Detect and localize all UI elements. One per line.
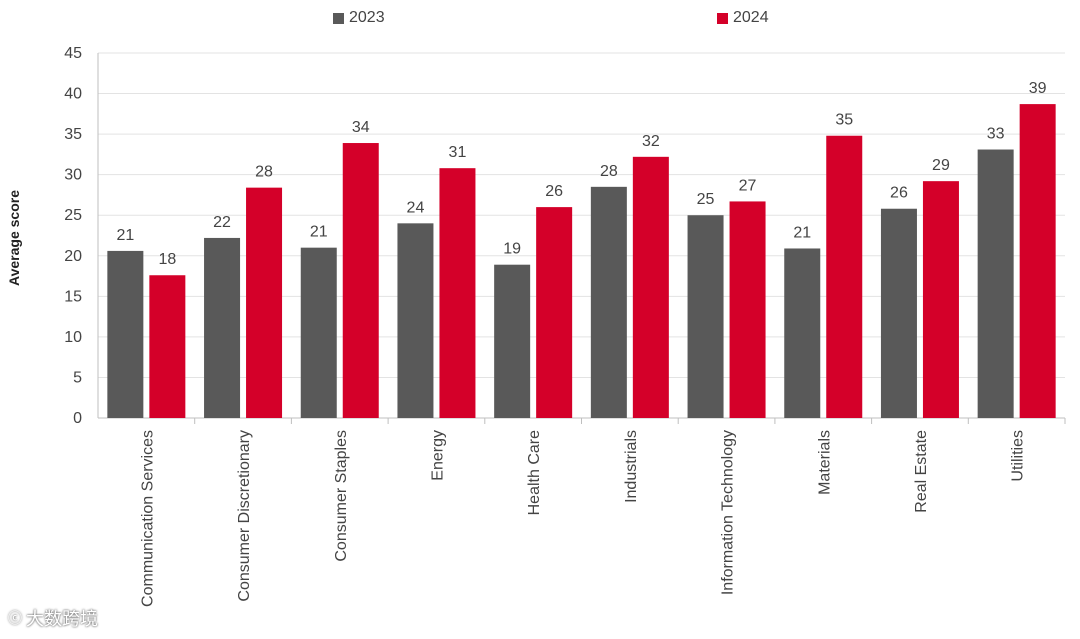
legend-swatch-2024: [717, 12, 728, 24]
data-label-2024-industrials: 32: [642, 133, 660, 150]
data-label-2023-utilities: 33: [987, 126, 1005, 143]
bar-2023-information-technology: [687, 215, 724, 418]
data-label-2024-consumer-discretionary: 28: [255, 164, 273, 181]
bar-2023-utilities: [977, 149, 1014, 418]
y-tick-label: 15: [64, 288, 82, 305]
data-label-2023-health-care: 19: [503, 241, 521, 258]
data-label-2024-real-estate: 29: [932, 157, 950, 174]
y-tick-label: 5: [73, 369, 82, 386]
watermark-text: 大数跨境: [26, 609, 98, 629]
data-label-2024-health-care: 26: [545, 183, 563, 200]
legend-2023: 2023: [333, 8, 385, 28]
data-label-2023-materials: 21: [793, 224, 811, 241]
y-tick-label: 20: [64, 248, 82, 265]
bar-2024-utilities: [1019, 104, 1056, 418]
bar-2024-energy: [439, 168, 476, 418]
bar-2024-information-technology: [729, 201, 766, 418]
data-label-2024-utilities: 39: [1029, 80, 1047, 97]
y-tick-label: 30: [64, 167, 82, 184]
bar-2023-consumer-discretionary: [204, 237, 241, 418]
data-label-2023-consumer-discretionary: 22: [213, 214, 231, 231]
data-label-2023-real-estate: 26: [890, 185, 908, 202]
legend-label-2024: 2024: [733, 9, 769, 26]
y-tick-label: 10: [64, 329, 82, 346]
bar-2023-real-estate: [880, 208, 917, 418]
data-label-2023-consumer-staples: 21: [310, 224, 328, 241]
y-tick-label: 0: [73, 410, 82, 427]
legend-swatch-2023: [333, 12, 344, 24]
bar-2024-industrials: [632, 156, 669, 419]
bar-2024-communication-services: [149, 275, 186, 418]
bar-2023-industrials: [590, 186, 627, 418]
bar-2023-health-care: [494, 264, 531, 418]
data-label-2024-communication-services: 18: [158, 251, 176, 268]
x-tick-label-information-technology: Information Technology: [720, 430, 737, 595]
watermark: ⓒ 大数跨境: [8, 605, 98, 631]
data-label-2024-materials: 35: [835, 112, 853, 129]
x-tick-label-utilities: Utilities: [1010, 430, 1027, 482]
data-label-2023-industrials: 28: [600, 163, 618, 180]
bar-2024-real-estate: [922, 181, 959, 418]
x-tick-label-industrials: Industrials: [623, 430, 640, 503]
bar-2023-consumer-staples: [300, 247, 337, 418]
x-tick-label-consumer-discretionary: Consumer Discretionary: [236, 430, 253, 602]
logo-icon: ⓒ: [8, 610, 22, 626]
bar-2024-consumer-discretionary: [246, 187, 283, 418]
data-label-2024-consumer-staples: 34: [352, 119, 370, 136]
bar-2024-consumer-staples: [342, 143, 379, 419]
legend-2024: 2024: [717, 8, 769, 28]
bar-2023-communication-services: [107, 250, 144, 418]
data-label-2024-energy: 31: [449, 144, 467, 161]
y-tick-label: 35: [64, 126, 82, 143]
x-tick-label-energy: Energy: [429, 430, 446, 481]
y-tick-label: 45: [64, 45, 82, 62]
data-label-2024-information-technology: 27: [739, 177, 757, 194]
data-label-2023-information-technology: 25: [697, 191, 715, 208]
x-tick-label-consumer-staples: Consumer Staples: [333, 430, 350, 562]
legend-label-2023: 2023: [349, 9, 385, 26]
x-tick-label-materials: Materials: [816, 430, 833, 495]
data-label-2023-communication-services: 21: [116, 227, 134, 244]
x-tick-label-real-estate: Real Estate: [913, 430, 930, 513]
bar-2024-health-care: [536, 207, 573, 418]
x-tick-label-communication-services: Communication Services: [139, 430, 156, 607]
bar-2023-energy: [397, 223, 434, 418]
data-label-2023-energy: 24: [407, 199, 425, 216]
bar-2023-materials: [784, 248, 821, 418]
bar-2024-materials: [826, 135, 863, 418]
x-tick-label-health-care: Health Care: [526, 430, 543, 515]
y-tick-label: 40: [64, 86, 82, 103]
y-tick-label: 25: [64, 207, 82, 224]
